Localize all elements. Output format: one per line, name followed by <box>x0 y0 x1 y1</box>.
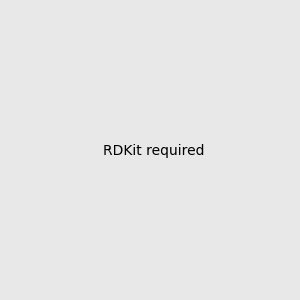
Text: RDKit required: RDKit required <box>103 145 205 158</box>
